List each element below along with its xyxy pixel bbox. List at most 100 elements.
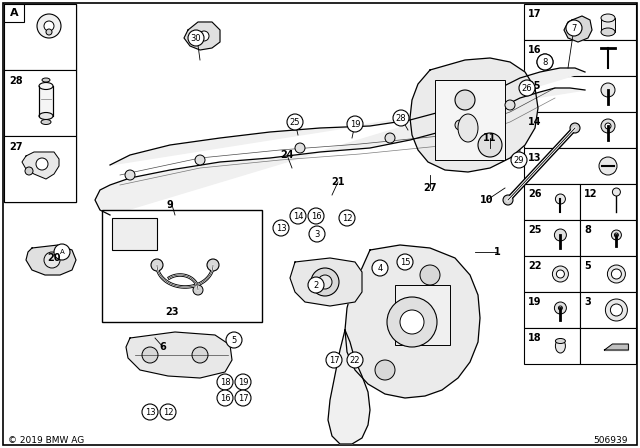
Bar (524, 112, 636, 148)
Bar (580, 220, 636, 256)
Text: © 2019 BMW AG: © 2019 BMW AG (8, 435, 84, 444)
Polygon shape (22, 152, 59, 179)
Text: A: A (10, 8, 19, 18)
Circle shape (37, 14, 61, 38)
Text: 24: 24 (280, 150, 294, 160)
Circle shape (375, 360, 395, 380)
Circle shape (308, 208, 324, 224)
Circle shape (605, 299, 627, 321)
Circle shape (311, 268, 339, 296)
Circle shape (503, 195, 513, 205)
Text: 13: 13 (276, 224, 286, 233)
Bar (4, 4, 76, 202)
Circle shape (295, 143, 305, 153)
Text: 506939: 506939 (593, 435, 628, 444)
Circle shape (601, 119, 615, 133)
Circle shape (511, 152, 527, 168)
Text: 19: 19 (237, 378, 248, 387)
Polygon shape (410, 58, 538, 172)
Text: 8: 8 (542, 57, 548, 66)
Circle shape (160, 404, 176, 420)
Circle shape (614, 233, 618, 237)
Circle shape (611, 269, 621, 279)
Circle shape (558, 306, 563, 310)
Text: 18: 18 (220, 378, 230, 387)
Text: 29: 29 (514, 155, 524, 164)
Text: 28: 28 (396, 113, 406, 122)
Text: 25: 25 (528, 225, 541, 235)
Polygon shape (345, 245, 480, 398)
Text: 25: 25 (290, 117, 300, 126)
Circle shape (273, 220, 289, 236)
Bar (4, 136, 76, 202)
Bar (524, 184, 580, 220)
Text: 8: 8 (584, 225, 591, 235)
Ellipse shape (556, 339, 565, 353)
Circle shape (235, 374, 251, 390)
Bar (580, 292, 636, 328)
Bar (4, 70, 76, 136)
Circle shape (347, 352, 363, 368)
Polygon shape (184, 22, 220, 50)
Circle shape (193, 285, 203, 295)
Circle shape (397, 254, 413, 270)
Circle shape (347, 116, 363, 132)
Text: 14: 14 (528, 117, 541, 127)
Text: 9: 9 (166, 200, 173, 210)
Ellipse shape (556, 339, 565, 344)
Text: 26: 26 (522, 83, 532, 92)
Text: 17: 17 (528, 9, 541, 19)
Circle shape (400, 310, 424, 334)
Text: A: A (60, 249, 65, 255)
Text: 13: 13 (528, 153, 541, 163)
Circle shape (125, 170, 135, 180)
Text: 1: 1 (493, 247, 500, 257)
Circle shape (393, 110, 409, 126)
Circle shape (611, 230, 621, 240)
Bar (580, 256, 636, 292)
Circle shape (25, 167, 33, 175)
Circle shape (44, 21, 54, 31)
Ellipse shape (41, 120, 51, 125)
Circle shape (556, 270, 564, 278)
Circle shape (207, 259, 219, 271)
Circle shape (54, 244, 70, 260)
Circle shape (142, 347, 158, 363)
Circle shape (537, 54, 553, 70)
Bar (524, 220, 580, 256)
Circle shape (612, 188, 620, 196)
Bar (524, 76, 636, 112)
Bar (580, 328, 636, 364)
Ellipse shape (39, 112, 53, 120)
Circle shape (195, 155, 205, 165)
Polygon shape (126, 332, 232, 378)
Circle shape (420, 265, 440, 285)
Ellipse shape (601, 28, 615, 36)
Circle shape (537, 54, 553, 70)
Circle shape (142, 404, 158, 420)
Text: 17: 17 (237, 393, 248, 402)
Text: 15: 15 (400, 258, 410, 267)
Circle shape (601, 83, 615, 97)
Text: 16: 16 (310, 211, 321, 220)
Text: 27: 27 (9, 142, 22, 152)
Circle shape (599, 157, 617, 175)
Text: 5: 5 (584, 261, 591, 271)
Polygon shape (564, 16, 592, 42)
Bar (580, 184, 636, 220)
Polygon shape (95, 68, 585, 215)
Text: 3: 3 (314, 229, 320, 238)
Circle shape (566, 20, 582, 36)
Bar (435, 80, 505, 160)
Text: 16: 16 (528, 45, 541, 55)
Circle shape (318, 275, 332, 289)
Bar (524, 256, 580, 292)
Text: 26: 26 (528, 189, 541, 199)
Circle shape (478, 133, 502, 157)
Circle shape (192, 347, 208, 363)
Circle shape (217, 374, 233, 390)
Text: 23: 23 (165, 307, 179, 317)
Polygon shape (604, 344, 628, 350)
Circle shape (387, 297, 437, 347)
Circle shape (36, 158, 48, 170)
